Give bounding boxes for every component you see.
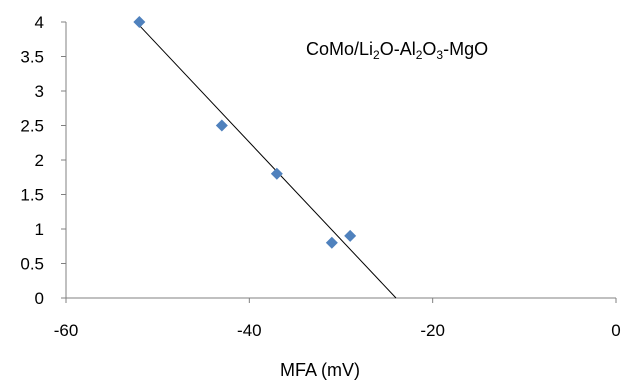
annotation-subscript: 3	[436, 48, 443, 62]
y-tick-label: 2	[35, 151, 44, 170]
annotation-text: O-Al	[380, 39, 416, 59]
annotation-text: O	[422, 39, 436, 59]
x-tick-label: -60	[54, 321, 79, 340]
data-point-marker	[215, 119, 228, 132]
x-tick-label: -20	[420, 321, 445, 340]
y-tick-label: 2.5	[20, 117, 44, 136]
axes	[65, 22, 616, 299]
annotation-text: -MgO	[443, 39, 488, 59]
y-tick-label: 1.5	[20, 186, 44, 205]
annotation-text: CoMo/Li	[306, 39, 373, 59]
data-points	[133, 16, 357, 249]
y-tick-label: 0.5	[20, 255, 44, 274]
data-point-marker	[270, 167, 283, 180]
x-axis-ticks: -60 -40 -20 0	[54, 298, 621, 340]
y-tick-label: 1	[35, 220, 44, 239]
y-axis-ticks: 0 0.5 1 1.5 2 2.5 3 3.5 4	[20, 13, 66, 308]
trendline-group	[138, 25, 397, 299]
trendline	[138, 25, 397, 299]
annotation-subscript: 2	[416, 48, 423, 62]
x-axis-title: MFA (mV)	[280, 360, 360, 380]
y-tick-label: 0	[35, 289, 44, 308]
x-tick-label: -40	[237, 321, 262, 340]
annotation-subscript: 2	[373, 48, 380, 62]
y-tick-label: 3	[35, 82, 44, 101]
data-point-marker	[133, 16, 146, 28]
y-tick-label: 4	[35, 13, 44, 32]
series-annotation: CoMo/Li2O-Al2O3-MgO	[306, 39, 488, 62]
data-point-marker	[344, 229, 357, 242]
y-tick-label: 3.5	[20, 48, 44, 67]
x-tick-label: 0	[611, 321, 620, 340]
data-point-marker	[325, 236, 338, 249]
